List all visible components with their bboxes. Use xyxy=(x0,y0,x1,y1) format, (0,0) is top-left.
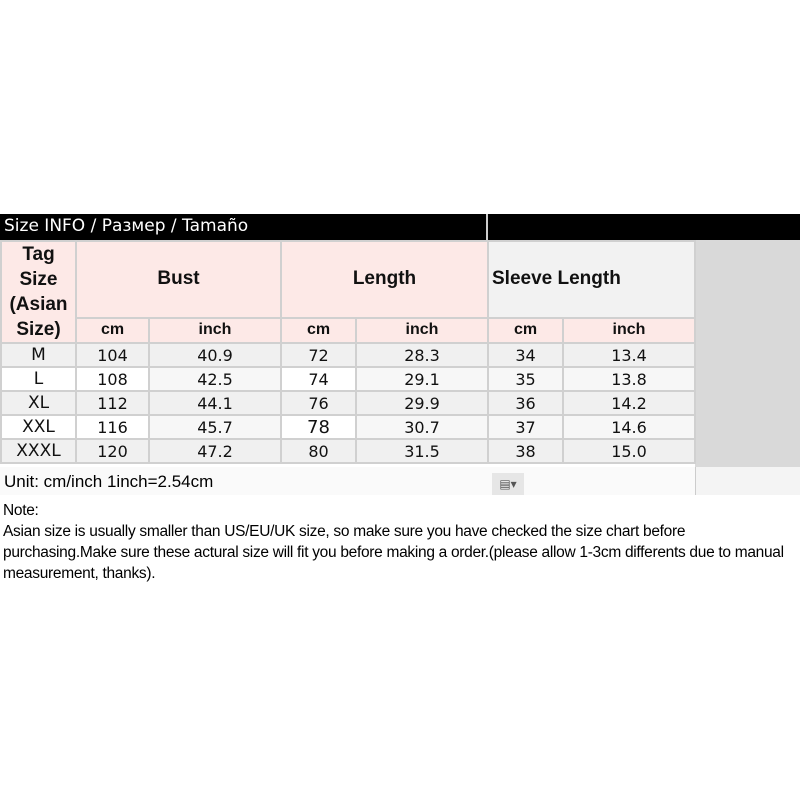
value-cell: 31.5 xyxy=(355,438,489,464)
note-text: Asian size is usually smaller than US/EU… xyxy=(3,523,784,582)
tag-line: Size) xyxy=(16,319,61,340)
tag-line: (Asian xyxy=(9,294,68,315)
value-cell: 112 xyxy=(75,390,150,416)
value-cell: 13.4 xyxy=(562,342,696,368)
value-cell: 78 xyxy=(280,414,357,440)
empty-area xyxy=(695,467,800,495)
unit-header: inch xyxy=(355,316,489,345)
paste-options-icon[interactable]: ▤▾ xyxy=(492,473,524,495)
size-cell: XL xyxy=(0,390,77,416)
table-row: M 104 40.9 72 28.3 34 13.4 xyxy=(0,342,696,368)
note-block: Note: Asian size is usually smaller than… xyxy=(3,500,800,584)
value-cell: 29.9 xyxy=(355,390,489,416)
value-cell: 42.5 xyxy=(148,366,282,392)
size-table: Tag Size (Asian Size) Bust Length Sleeve… xyxy=(0,240,696,464)
value-cell: 76 xyxy=(280,390,357,416)
unit-header: inch xyxy=(562,316,696,345)
table-row: XXL 116 45.7 78 30.7 37 14.6 xyxy=(0,414,696,440)
chart-title: Size INFO / Размер / Tamaño xyxy=(4,216,249,236)
value-cell: 13.8 xyxy=(562,366,696,392)
value-cell: 30.7 xyxy=(355,414,489,440)
note-label: Note: xyxy=(3,502,39,519)
value-cell: 74 xyxy=(280,366,357,392)
unit-header: cm xyxy=(75,316,150,345)
size-cell: L xyxy=(0,366,77,392)
value-cell: 35 xyxy=(487,366,564,392)
length-header: Length xyxy=(280,240,489,319)
unit-row-bg xyxy=(0,467,695,495)
unit-header: cm xyxy=(280,316,357,345)
value-cell: 38 xyxy=(487,438,564,464)
value-cell: 116 xyxy=(75,414,150,440)
unit-header: inch xyxy=(148,316,282,345)
value-cell: 37 xyxy=(487,414,564,440)
size-cell: XXL xyxy=(0,414,77,440)
tag-line: Size xyxy=(19,269,58,290)
value-cell: 14.2 xyxy=(562,390,696,416)
size-cell: M xyxy=(0,342,77,368)
value-cell: 29.1 xyxy=(355,366,489,392)
table-row: XL 112 44.1 76 29.9 36 14.2 xyxy=(0,390,696,416)
value-cell: 80 xyxy=(280,438,357,464)
bust-header: Bust xyxy=(75,240,282,319)
value-cell: 47.2 xyxy=(148,438,282,464)
empty-gray-area xyxy=(695,240,800,467)
size-cell: XXXL xyxy=(0,438,77,464)
value-cell: 15.0 xyxy=(562,438,696,464)
value-cell: 120 xyxy=(75,438,150,464)
unit-note: Unit: cm/inch 1inch=2.54cm xyxy=(4,472,214,491)
tag-line: Tag xyxy=(22,244,55,265)
value-cell: 44.1 xyxy=(148,390,282,416)
value-cell: 34 xyxy=(487,342,564,368)
value-cell: 40.9 xyxy=(148,342,282,368)
value-cell: 108 xyxy=(75,366,150,392)
divider xyxy=(486,214,488,240)
sleeve-length-header: Sleeve Length xyxy=(487,240,696,319)
unit-header: cm xyxy=(487,316,564,345)
value-cell: 14.6 xyxy=(562,414,696,440)
table-row: XXXL 120 47.2 80 31.5 38 15.0 xyxy=(0,438,696,464)
value-cell: 36 xyxy=(487,390,564,416)
value-cell: 45.7 xyxy=(148,414,282,440)
tag-size-header: Tag Size (Asian Size) xyxy=(0,240,77,344)
value-cell: 72 xyxy=(280,342,357,368)
table-row: L 108 42.5 74 29.1 35 13.8 xyxy=(0,366,696,392)
title-bar: Size INFO / Размер / Tamaño xyxy=(0,214,800,240)
value-cell: 28.3 xyxy=(355,342,489,368)
value-cell: 104 xyxy=(75,342,150,368)
